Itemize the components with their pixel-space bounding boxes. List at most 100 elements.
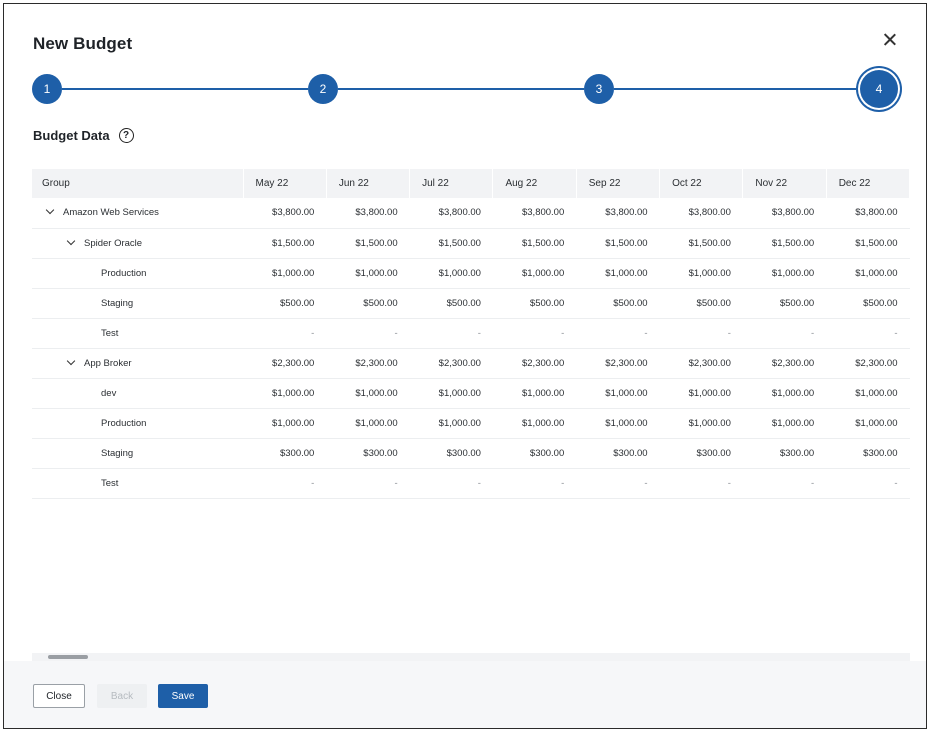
group-label: Staging <box>101 447 134 459</box>
budget-value-cell: $1,500.00 <box>409 228 493 259</box>
table-row: dev $1,000.00 $1,000.00 $1,000.00 $1,000.00 $… <box>32 378 910 409</box>
budget-value-cell: - <box>826 468 910 499</box>
group-label: Test <box>101 327 119 339</box>
group-label: App Broker <box>84 357 132 369</box>
budget-value-cell: $1,000.00 <box>409 378 493 409</box>
modal-title: New Budget <box>33 34 133 53</box>
budget-value-cell: $300.00 <box>659 438 743 469</box>
column-header-month: Nov 22 <box>742 169 827 198</box>
budget-value-cell: $500.00 <box>492 288 577 319</box>
column-header-month: Dec 22 <box>826 169 910 198</box>
budget-value-cell: $2,300.00 <box>326 348 410 379</box>
budget-value-cell: $2,300.00 <box>492 348 577 379</box>
table-row: Test - - - - - - - - <box>32 468 910 499</box>
budget-value-cell: - <box>326 318 410 349</box>
column-header-month: Oct 22 <box>659 169 744 198</box>
table-header-row: Group May 22 Jun 22 Jul 22 Aug 22 Sep 22 Oct 2… <box>32 169 910 198</box>
budget-value-cell: - <box>409 318 493 349</box>
scrollbar-thumb[interactable] <box>48 655 88 659</box>
budget-value-cell: $300.00 <box>326 438 410 469</box>
group-cell: App Broker <box>32 348 243 379</box>
budget-value-cell: $1,000.00 <box>742 258 827 289</box>
budget-value-cell: $300.00 <box>576 438 660 469</box>
step-1[interactable]: 1 <box>32 74 62 104</box>
horizontal-scrollbar[interactable] <box>32 653 910 661</box>
chevron-down-icon[interactable] <box>45 206 55 215</box>
budget-value-cell: $2,300.00 <box>243 348 327 379</box>
budget-value-cell: $1,000.00 <box>826 408 910 439</box>
budget-value-cell: $1,000.00 <box>243 258 327 289</box>
step-2[interactable]: 2 <box>308 74 338 104</box>
group-cell: Staging <box>32 288 243 319</box>
group-label: Spider Oracle <box>84 237 143 249</box>
back-button[interactable]: Back <box>97 684 147 708</box>
save-button[interactable]: Save <box>158 684 208 708</box>
column-header-group: Group <box>32 169 244 198</box>
budget-value-cell: - <box>326 468 410 499</box>
budget-value-cell: $1,000.00 <box>409 258 493 289</box>
group-cell: Amazon Web Services <box>32 198 243 229</box>
column-header-month: Jul 22 <box>409 169 494 198</box>
table-row: App Broker $2,300.00 $2,300.00 $2,300.00 $2,… <box>32 348 910 379</box>
budget-value-cell: $1,000.00 <box>659 258 743 289</box>
modal-footer: Close Back Save <box>4 661 926 728</box>
group-cell: Test <box>32 318 243 349</box>
close-button[interactable]: Close <box>33 684 85 708</box>
group-cell: Staging <box>32 438 243 469</box>
section-title: Budget Data <box>33 128 110 143</box>
budget-value-cell: $1,000.00 <box>576 258 660 289</box>
table-row: Staging $500.00 $500.00 $500.00 $500.00 $500.… <box>32 288 910 319</box>
budget-value-cell: - <box>492 468 577 499</box>
budget-value-cell: $1,000.00 <box>659 378 743 409</box>
budget-value-cell: $300.00 <box>492 438 577 469</box>
group-cell: Spider Oracle <box>32 228 243 259</box>
budget-value-cell: $1,500.00 <box>576 228 660 259</box>
budget-value-cell: $500.00 <box>826 288 910 319</box>
budget-value-cell: $3,800.00 <box>826 198 910 229</box>
budget-value-cell: $1,500.00 <box>659 228 743 259</box>
group-cell: dev <box>32 378 243 409</box>
budget-value-cell: $1,000.00 <box>326 408 410 439</box>
budget-value-cell: $1,500.00 <box>326 228 410 259</box>
budget-value-cell: $300.00 <box>826 438 910 469</box>
budget-value-cell: $500.00 <box>326 288 410 319</box>
budget-value-cell: - <box>409 468 493 499</box>
help-icon[interactable]: ? <box>118 128 134 143</box>
column-header-month: Jun 22 <box>326 169 411 198</box>
step-3[interactable]: 3 <box>584 74 614 104</box>
budget-value-cell: $1,000.00 <box>492 258 577 289</box>
budget-value-cell: - <box>659 318 743 349</box>
group-label: Production <box>101 267 147 279</box>
budget-value-cell: $500.00 <box>576 288 660 319</box>
stepper: 1 2 3 4 <box>4 4 926 124</box>
table-row: Production $1,000.00 $1,000.00 $1,000.00 $1,… <box>32 258 910 289</box>
budget-value-cell: $500.00 <box>742 288 827 319</box>
budget-value-cell: $1,000.00 <box>659 408 743 439</box>
budget-value-cell: $1,000.00 <box>742 378 827 409</box>
step-4-active[interactable]: 4 <box>860 70 898 108</box>
budget-value-cell: $1,000.00 <box>243 408 327 439</box>
group-cell: Test <box>32 468 243 499</box>
group-label: Staging <box>101 297 134 309</box>
budget-value-cell: $1,000.00 <box>576 378 660 409</box>
table-row: Spider Oracle $1,500.00 $1,500.00 $1,500.00… <box>32 228 910 259</box>
budget-value-cell: $1,500.00 <box>243 228 327 259</box>
budget-value-cell: $3,800.00 <box>243 198 327 229</box>
group-label: Test <box>101 477 119 489</box>
chevron-down-icon[interactable] <box>66 236 76 245</box>
budget-value-cell: - <box>576 468 660 499</box>
budget-value-cell: $1,000.00 <box>492 408 577 439</box>
column-header-month: Sep 22 <box>576 169 661 198</box>
chevron-down-icon[interactable] <box>66 356 76 365</box>
column-header-month: May 22 <box>243 169 327 198</box>
budget-value-cell: - <box>576 318 660 349</box>
budget-value-cell: $300.00 <box>409 438 493 469</box>
budget-value-cell: $3,800.00 <box>742 198 827 229</box>
budget-value-cell: $1,000.00 <box>243 378 327 409</box>
budget-value-cell: $1,000.00 <box>492 378 577 409</box>
budget-value-cell: $1,000.00 <box>326 258 410 289</box>
budget-value-cell: $1,000.00 <box>326 378 410 409</box>
budget-value-cell: $1,000.00 <box>576 408 660 439</box>
budget-value-cell: $1,500.00 <box>826 228 910 259</box>
budget-value-cell: $3,800.00 <box>576 198 660 229</box>
